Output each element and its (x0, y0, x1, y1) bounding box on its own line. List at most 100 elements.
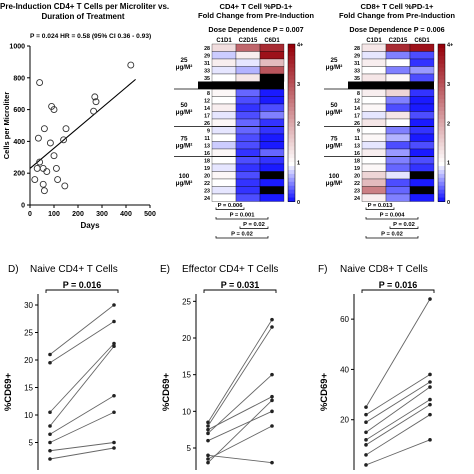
cd4-heatmap-cell (259, 186, 285, 195)
cd8-heatmap-cell (361, 178, 387, 187)
cd8-heatmap-colorbar-segment (438, 44, 445, 49)
cd8-heatmap-colorbar-segment (438, 63, 445, 69)
scatter-x-label: Days (80, 221, 100, 230)
cd4-heatmap-cell (259, 163, 285, 172)
cd4-heatmap-cell (259, 126, 285, 135)
cd8-heatmap-row-label: 8 (357, 91, 360, 97)
cd8-heatmap-cell (385, 186, 411, 195)
cd4-heatmap-cell (235, 156, 261, 165)
cd4-heatmap-colorbar-segment (288, 99, 295, 104)
cd8-heatmap-cell (409, 66, 435, 75)
cd4-heatmap-cell (259, 156, 285, 165)
cd4-heatmap-colorbar-segment (288, 107, 295, 112)
scatter-point (92, 98, 100, 106)
effector-cd4-pair-line (207, 326, 273, 427)
cd8-heatmap-row-label: 24 (354, 196, 360, 202)
cd4-heatmap-colorbar-segment (288, 51, 295, 57)
cd4-heatmap-cell (211, 193, 237, 202)
naive-cd4-y-tick-label: 25 (24, 329, 33, 338)
effector-cd4-point-post (270, 424, 274, 428)
panel-f-letter: F) (318, 264, 328, 275)
scatter-point (39, 180, 47, 188)
cd4-heatmap-row-label: 20 (204, 174, 210, 180)
naive-cd4-point-pre (48, 457, 52, 461)
naive-cd4-pair-line (49, 345, 115, 427)
cd4-heatmap-colorbar-frame (287, 43, 296, 202)
naive-cd4-pair-line (49, 321, 115, 364)
cd8-heatmap-cell (409, 111, 435, 120)
effector-cd4-point-pre (206, 424, 210, 428)
cd4-heatmap-row-label: 9 (207, 129, 210, 135)
scatter-x-tick-label: 0 (28, 211, 32, 218)
effector-cd4-y-tick-label: 10 (182, 407, 191, 416)
naive-cd4-significance-bracket (45, 289, 119, 293)
cd4-heatmap-colorbar-segment (288, 87, 295, 92)
cd4-heatmap-colorbar-segment (288, 170, 295, 175)
naive-cd8-pair-line (365, 399, 431, 441)
cd8-heatmap-row-label: 16 (354, 151, 360, 157)
cd4-heatmap-colorbar-segment (288, 181, 295, 187)
cd4-heatmap-cell (211, 66, 237, 75)
cd8-heatmap-row-label: 11 (354, 136, 360, 142)
naive-cd4-pair-line (49, 395, 115, 435)
cd4-heatmap-row-label: 35 (204, 76, 210, 82)
cd8-heatmap-colorbar-frame (437, 43, 446, 202)
cd4-heatmap-cell (235, 58, 261, 67)
cd8-heatmap-colorbar-segment (438, 103, 445, 108)
cd8-heatmap-cell (409, 126, 435, 135)
scatter-y-tick-label: 600 (13, 107, 25, 114)
naive-cd8-point-pre (364, 463, 368, 467)
naive-cd4-point-pre (48, 360, 52, 365)
cd4-heatmap-colorbar-segment (288, 110, 295, 116)
cd8-heatmap-cell (409, 156, 435, 165)
cd8-heatmap-row-label: 20 (354, 174, 360, 180)
cd4-heatmap-colorbar-segment (288, 185, 295, 191)
effector-cd4-pair-line (207, 319, 273, 423)
cd4-heatmap-row-label: 24 (204, 196, 210, 202)
cd8-heatmap-colorbar-tick-label: 0 (447, 200, 450, 206)
cd4-heatmap-significance-bracket (239, 226, 269, 229)
cd8-heatmap-colorbar-segment (438, 75, 445, 80)
cd4-heatmap-colorbar-segment (288, 126, 295, 132)
effector-cd4-point-post (270, 409, 274, 414)
naive-cd4-point-post (112, 440, 116, 445)
cd8-heatmap-cell (361, 186, 387, 195)
cd4-heatmap-cell (211, 141, 237, 150)
cd4-heatmap-row-label: 28 (204, 46, 210, 52)
scatter-y-tick-label: 800 (13, 75, 25, 82)
cd8-heatmap-cell (361, 193, 387, 202)
cd4-heatmap-colorbar-segment (288, 177, 295, 183)
cd8-heatmap-cell (409, 148, 435, 157)
cd8-heatmap-colorbar-tick-label: 2 (447, 121, 450, 127)
cd4-heatmap-group-dose: 25 (180, 57, 188, 64)
cd8-heatmap-cell (385, 148, 411, 157)
cd8-heatmap-group-unit: μg/M² (326, 143, 343, 150)
cd8-heatmap-cell (385, 178, 411, 187)
cd4-heatmap-column-label: C6D1 (264, 38, 280, 44)
cd4-heatmap-colorbar-segment (288, 118, 295, 124)
cd8-heatmap-colorbar-segment (438, 122, 445, 128)
cd8-heatmap-colorbar-segment (438, 181, 445, 187)
cd4-heatmap-cell (235, 133, 261, 142)
naive-cd8-pair-line (365, 298, 431, 408)
cd4-heatmap-row-label: 19 (204, 166, 210, 172)
cd8-heatmap-cell (409, 103, 435, 112)
cd4-heatmap-colorbar-tick-label: 0 (297, 200, 300, 206)
cd8-heatmap-cell (409, 193, 435, 202)
naive-cd8-pair-line (365, 414, 431, 456)
cd8-heatmap-cell (385, 88, 411, 97)
cd4-heatmap-row-label: 17 (204, 114, 210, 120)
cd8-heatmap-group-dose: 25 (330, 57, 338, 64)
cd8-heatmap-row-label: 33 (354, 69, 360, 75)
naive-cd4-y-tick-label: 10 (24, 411, 33, 420)
cd8-heatmap-row-label: 29 (354, 54, 360, 60)
cd8-heatmap-colorbar-segment (438, 158, 445, 163)
effector-cd4-point-post (270, 372, 274, 377)
cd8-heatmap-colorbar-segment (438, 142, 445, 147)
naive-cd8-significance-bracket (361, 289, 435, 293)
cd8-heatmap-row-label: 19 (354, 166, 360, 172)
cd4-heatmap-cell (259, 58, 285, 67)
cd4-heatmap-cell (259, 96, 285, 105)
scatter-point (39, 164, 47, 172)
cd8-heatmap-cell (409, 58, 435, 67)
